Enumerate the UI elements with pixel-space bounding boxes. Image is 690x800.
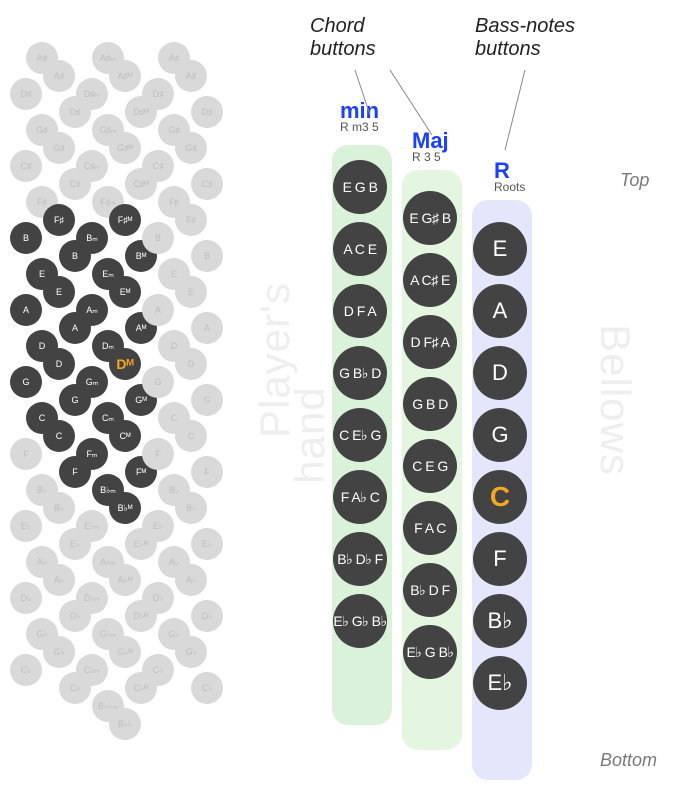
leader-lines: [0, 0, 690, 800]
